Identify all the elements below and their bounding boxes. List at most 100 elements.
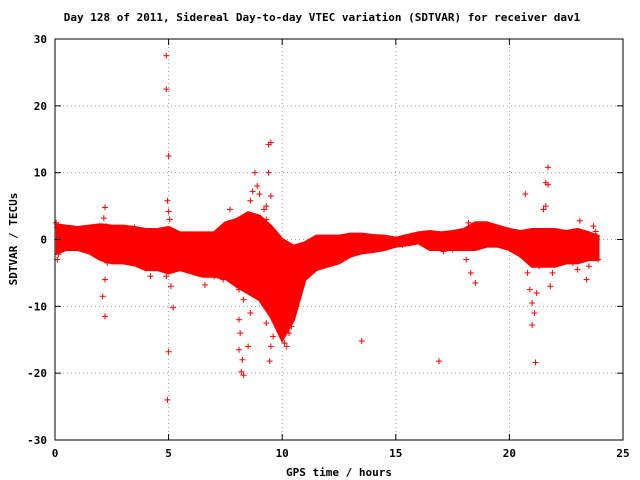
data-point [263, 320, 270, 327]
data-point [258, 279, 265, 286]
y-tick-label: -10 [27, 300, 47, 313]
data-point [542, 203, 549, 210]
chart-title: Day 128 of 2011, Sidereal Day-to-day VTE… [64, 11, 581, 24]
x-axis-ticks: 0 5 10 15 20 25 [52, 39, 630, 460]
data-point [465, 219, 472, 226]
data-point [574, 266, 581, 273]
data-point [438, 231, 445, 238]
data-point [545, 164, 552, 171]
data-point [381, 235, 388, 242]
data-point [338, 256, 345, 263]
data-point [240, 296, 247, 303]
data-point [101, 204, 108, 211]
data-point [320, 253, 327, 260]
data-point [490, 226, 497, 233]
data-point [100, 215, 107, 222]
y-tick-label: 20 [34, 100, 47, 113]
data-point [533, 289, 540, 296]
data-point [55, 251, 62, 258]
data-point [592, 243, 599, 250]
data-point [545, 181, 552, 188]
data-point [229, 263, 236, 270]
y-tick-label: -30 [27, 434, 47, 447]
y-axis-title: SDTVAR / TECUs [7, 193, 20, 286]
data-point [472, 279, 479, 286]
data-point [61, 234, 68, 241]
data-point [554, 249, 561, 256]
data-point [101, 276, 108, 283]
data-point [549, 269, 556, 276]
data-point [299, 249, 306, 256]
x-tick-label: 0 [52, 447, 59, 460]
data-point [163, 86, 170, 93]
data-point [585, 263, 592, 270]
data-point [281, 340, 288, 347]
data-point [593, 233, 600, 240]
data-point [588, 253, 595, 260]
data-point [399, 241, 406, 248]
data-point [265, 169, 272, 176]
data-points [53, 52, 602, 403]
data-point [238, 368, 245, 375]
x-tick-label: 25 [616, 447, 629, 460]
y-tick-label: -20 [27, 367, 47, 380]
data-point [301, 269, 308, 276]
data-point [336, 234, 342, 241]
data-point [570, 259, 577, 266]
y-tick-label: 10 [34, 167, 47, 180]
data-point [99, 293, 106, 300]
data-point [131, 224, 138, 231]
data-point [131, 257, 138, 264]
data-point [292, 303, 299, 310]
data-point [363, 241, 370, 248]
data-point [524, 269, 531, 276]
data-point [251, 169, 258, 176]
data-point [313, 261, 320, 268]
data-point [233, 281, 240, 288]
data-point [266, 358, 273, 365]
data-point [256, 191, 263, 198]
data-point [506, 233, 513, 240]
data-point [306, 266, 313, 273]
data-point [236, 346, 243, 353]
data-point [529, 322, 536, 329]
data-point [261, 206, 268, 213]
data-point [242, 276, 249, 283]
data-point [104, 259, 111, 266]
data-point [297, 259, 304, 266]
data-point [592, 228, 599, 235]
data-point [413, 235, 420, 242]
data-point [456, 239, 463, 246]
data-point [242, 219, 249, 226]
data-point [324, 256, 331, 263]
x-tick-label: 5 [165, 447, 172, 460]
data-point [485, 223, 492, 230]
x-tick-label: 15 [389, 447, 402, 460]
dense-point-cloud [55, 211, 600, 343]
data-point [220, 276, 227, 283]
data-point [270, 333, 277, 340]
data-point [290, 310, 297, 317]
data-point [101, 313, 108, 320]
data-point [295, 289, 302, 296]
data-point [515, 246, 522, 253]
data-point [358, 338, 365, 345]
data-point [104, 229, 111, 236]
x-tick-label: 10 [276, 447, 289, 460]
data-point [57, 228, 64, 235]
dense-point-band [55, 211, 600, 343]
data-point [540, 206, 547, 213]
x-axis-title: GPS time / hours [286, 466, 392, 479]
y-tick-label: 30 [34, 33, 47, 46]
data-point [345, 249, 352, 256]
y-tick-label: 0 [40, 234, 47, 247]
data-point [56, 233, 63, 240]
data-point [164, 197, 171, 204]
data-point [495, 228, 502, 235]
data-point [254, 286, 261, 293]
data-point [547, 283, 554, 290]
data-point [274, 276, 281, 283]
data-point [529, 299, 536, 306]
data-point [276, 289, 283, 296]
data-point [283, 343, 290, 350]
